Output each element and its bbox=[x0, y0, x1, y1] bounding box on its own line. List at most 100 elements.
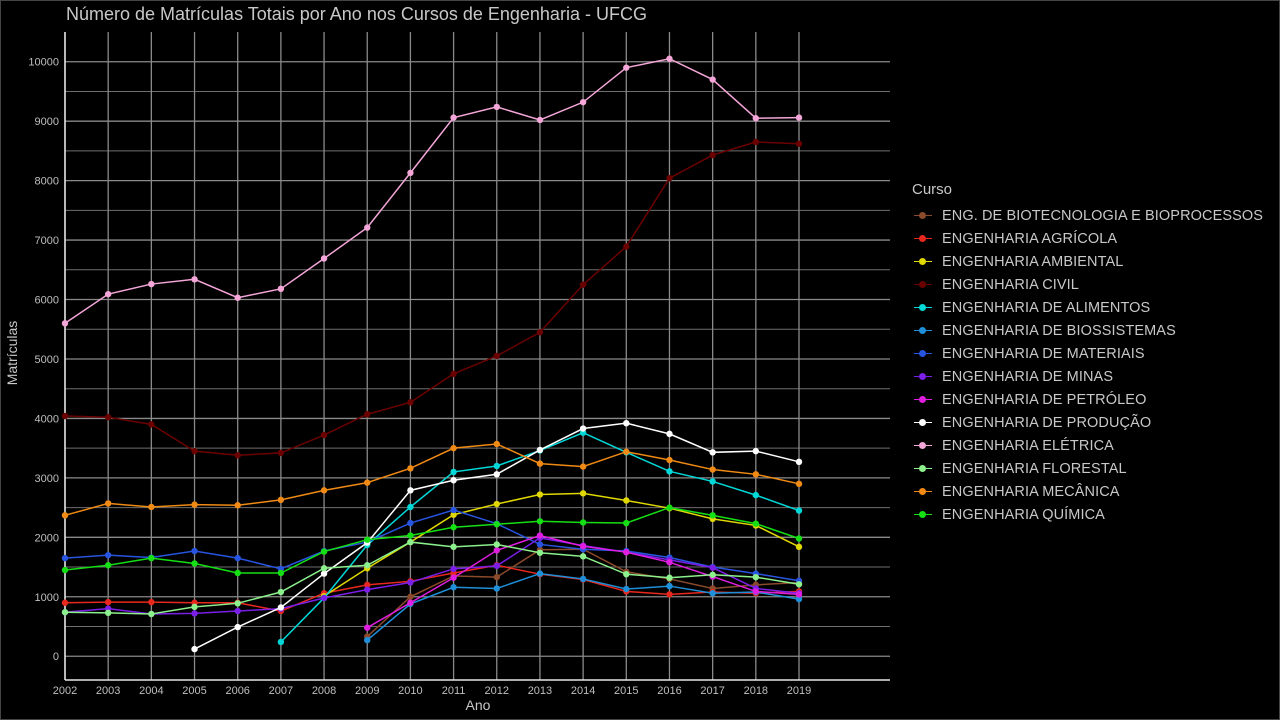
data-point bbox=[623, 497, 630, 504]
data-point bbox=[191, 276, 198, 283]
data-point bbox=[148, 421, 155, 428]
data-point bbox=[61, 599, 69, 606]
data-point bbox=[450, 574, 457, 581]
data-point bbox=[666, 55, 673, 62]
data-point bbox=[61, 566, 69, 574]
data-point bbox=[579, 463, 587, 470]
y-tick-label: 8000 bbox=[35, 176, 59, 188]
axes bbox=[64, 32, 890, 681]
x-tick-label: 2017 bbox=[700, 685, 724, 697]
data-point bbox=[191, 603, 198, 611]
x-tick-label: 2008 bbox=[312, 685, 336, 697]
data-point bbox=[364, 586, 371, 593]
data-point bbox=[450, 114, 457, 121]
data-point bbox=[234, 600, 241, 607]
data-point bbox=[795, 114, 803, 121]
x-tick-label: 2012 bbox=[485, 685, 509, 697]
data-point bbox=[320, 570, 328, 577]
x-tick-label: 2006 bbox=[225, 685, 249, 697]
data-point bbox=[148, 598, 155, 606]
data-point bbox=[493, 462, 500, 470]
legend-item: ENGENHARIA AMBIENTAL bbox=[912, 250, 1263, 273]
data-point bbox=[450, 543, 457, 551]
data-point bbox=[795, 140, 803, 147]
data-point bbox=[709, 466, 716, 473]
data-point bbox=[536, 329, 544, 336]
data-point bbox=[493, 547, 500, 554]
data-point bbox=[104, 598, 112, 606]
legend-item: ENGENHARIA AGRÍCOLA bbox=[912, 227, 1263, 250]
legend-item: ENGENHARIA CIVIL bbox=[912, 273, 1263, 296]
data-point bbox=[666, 456, 673, 464]
x-tick-label: 2019 bbox=[787, 685, 811, 697]
data-point bbox=[752, 491, 760, 499]
data-point bbox=[493, 500, 500, 508]
data-point bbox=[364, 624, 371, 631]
data-point bbox=[493, 352, 500, 360]
legend-label: ENGENHARIA DE ALIMENTOS bbox=[942, 299, 1151, 316]
legend-label: ENGENHARIA FLORESTAL bbox=[942, 460, 1127, 477]
data-point bbox=[320, 431, 328, 439]
data-point bbox=[364, 636, 371, 644]
legend-item: ENGENHARIA DE BIOSSISTEMAS bbox=[912, 319, 1263, 342]
data-point bbox=[191, 560, 198, 567]
data-point bbox=[795, 535, 803, 542]
data-point bbox=[61, 320, 69, 327]
series-line bbox=[64, 564, 800, 612]
data-point bbox=[752, 588, 760, 595]
data-point bbox=[104, 562, 112, 569]
data-point bbox=[61, 609, 69, 616]
series-engenharia-qu-mica bbox=[61, 504, 803, 577]
data-point bbox=[320, 255, 328, 262]
data-point bbox=[320, 487, 328, 494]
series-engenharia-el-trica bbox=[61, 55, 803, 327]
data-point bbox=[623, 64, 630, 71]
data-point bbox=[666, 559, 673, 566]
data-point bbox=[104, 290, 112, 298]
legend-item: ENG. DE BIOTECNOLOGIA E BIOPROCESSOS bbox=[912, 204, 1263, 227]
series-engenharia-de-petr-leo bbox=[364, 532, 803, 631]
data-point bbox=[666, 175, 673, 182]
data-point bbox=[752, 471, 760, 478]
data-point bbox=[104, 414, 112, 421]
data-point bbox=[407, 532, 414, 539]
data-point bbox=[623, 585, 630, 593]
legend-swatch bbox=[912, 416, 934, 430]
x-ticks: 2002 2003 2004 2005 2006 2007 2008 2009 2010 2011… bbox=[53, 685, 811, 697]
data-point bbox=[623, 419, 630, 427]
data-point bbox=[407, 538, 414, 546]
x-axis-label: Ano bbox=[465, 697, 491, 713]
data-point bbox=[666, 582, 673, 590]
data-point bbox=[795, 595, 803, 603]
legend-label: ENGENHARIA AGRÍCOLA bbox=[942, 230, 1118, 247]
legend-swatch bbox=[912, 255, 934, 269]
data-point bbox=[536, 570, 544, 577]
data-point bbox=[191, 610, 198, 617]
data-point bbox=[234, 452, 241, 459]
data-point bbox=[364, 562, 371, 569]
data-point bbox=[234, 294, 241, 301]
data-point bbox=[407, 599, 414, 606]
data-point bbox=[493, 471, 500, 478]
legend-swatch bbox=[912, 485, 934, 499]
legend-item: ENGENHARIA DE ALIMENTOS bbox=[912, 296, 1263, 319]
data-point bbox=[104, 551, 112, 559]
data-point bbox=[752, 520, 760, 527]
data-point bbox=[493, 521, 500, 528]
data-point bbox=[407, 399, 414, 406]
y-tick-label: 3000 bbox=[35, 473, 59, 485]
data-point bbox=[364, 479, 371, 486]
data-point bbox=[61, 512, 69, 519]
data-point bbox=[536, 532, 544, 539]
data-point bbox=[752, 115, 760, 122]
legend-swatch bbox=[912, 324, 934, 338]
legend: Curso ENG. DE BIOTECNOLOGIA E BIOPROCESS… bbox=[912, 181, 1263, 526]
data-point bbox=[579, 543, 587, 550]
data-point bbox=[623, 570, 630, 578]
data-point bbox=[709, 590, 716, 597]
data-point bbox=[191, 447, 198, 455]
data-point bbox=[277, 588, 285, 596]
data-point bbox=[666, 591, 673, 598]
legend-label: ENGENHARIA DE MATERIAIS bbox=[942, 345, 1145, 362]
